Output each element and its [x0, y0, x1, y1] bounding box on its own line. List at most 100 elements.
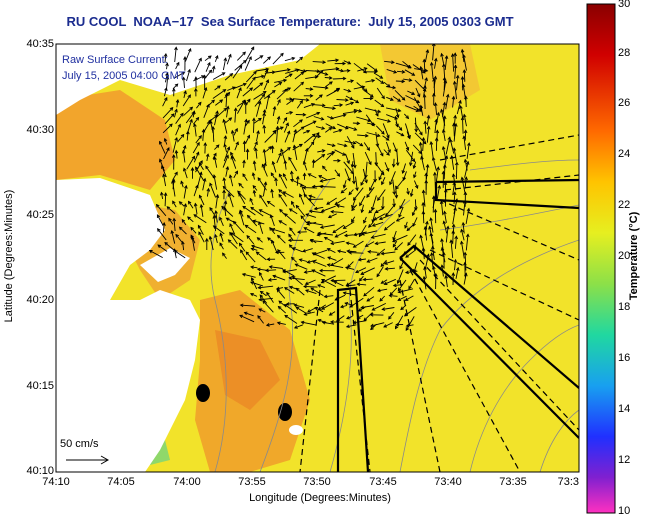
current-vector-head: [174, 136, 178, 141]
current-vector: [395, 177, 406, 190]
current-vector-head: [267, 237, 271, 241]
current-vector-head: [352, 197, 357, 201]
current-vector: [363, 142, 370, 151]
current-vector-head: [342, 113, 347, 118]
current-vector: [196, 172, 202, 188]
current-vector-head: [285, 122, 289, 127]
current-vector: [163, 147, 170, 160]
current-vector-head: [205, 165, 209, 170]
current-vector: [255, 148, 258, 159]
current-vector-head: [414, 185, 419, 189]
current-vector-head: [238, 182, 242, 187]
current-vector: [410, 189, 414, 197]
current-vector: [344, 302, 354, 306]
current-vector-head: [252, 189, 257, 194]
current-vector: [292, 247, 303, 253]
current-vector-head: [302, 160, 307, 165]
current-vector: [363, 216, 367, 224]
current-vector-head: [429, 61, 434, 66]
current-vector-head: [360, 232, 365, 236]
current-vector: [302, 130, 310, 134]
current-vector: [190, 227, 197, 234]
current-vector: [183, 77, 185, 88]
current-vector-head: [373, 217, 378, 221]
current-vector: [157, 228, 167, 241]
current-vector: [278, 306, 287, 314]
current-vector-head: [357, 308, 362, 312]
current-vector: [325, 123, 336, 129]
current-vector-head: [395, 218, 400, 222]
current-vector-head: [425, 163, 430, 168]
current-vector: [228, 193, 234, 208]
current-vector: [372, 221, 384, 227]
current-vector: [432, 157, 437, 172]
current-vector: [224, 117, 232, 124]
current-vector: [464, 177, 467, 189]
current-vector-head: [349, 304, 354, 308]
current-vector-head: [242, 173, 246, 178]
current-vector: [177, 134, 185, 143]
current-vector: [236, 51, 246, 61]
current-vector: [422, 137, 425, 152]
current-vector-head: [290, 98, 295, 103]
current-vector-head: [441, 145, 446, 150]
current-vector: [398, 206, 404, 218]
current-vector-head: [412, 222, 416, 227]
current-vector-head: [266, 291, 270, 296]
current-vector-head: [340, 304, 344, 309]
current-vector: [453, 123, 457, 142]
current-vector-head: [381, 307, 386, 311]
current-vector: [382, 135, 390, 141]
current-vector-head: [201, 128, 206, 133]
current-vector: [234, 108, 237, 123]
current-vector: [260, 291, 267, 297]
current-vector-head: [371, 223, 376, 227]
current-vector-head: [392, 239, 396, 243]
colorbar-tick: 20: [618, 250, 631, 262]
current-vector: [294, 71, 304, 80]
current-vector: [196, 102, 202, 109]
current-vector: [380, 259, 387, 267]
current-vector: [198, 225, 204, 236]
current-vector-head: [332, 125, 337, 130]
current-vector-head: [394, 116, 399, 120]
current-vector-head: [342, 291, 347, 295]
current-vector-head: [272, 130, 277, 135]
current-vector-head: [405, 327, 410, 331]
colorbar-tick: 14: [618, 403, 631, 415]
current-vector-head: [292, 144, 297, 149]
current-vector: [376, 266, 384, 277]
current-vector-head: [317, 284, 321, 288]
current-vector: [222, 252, 227, 259]
current-vector: [463, 200, 466, 216]
current-vector: [345, 102, 354, 106]
current-vector-head: [228, 53, 232, 58]
current-vector: [320, 224, 335, 229]
current-vector: [295, 306, 307, 314]
current-vector-head: [404, 270, 409, 275]
current-vector-head: [350, 79, 355, 83]
current-vector: [282, 269, 295, 277]
current-vector: [221, 206, 234, 217]
current-vector: [451, 155, 455, 170]
ytick-label: 40:20: [26, 294, 54, 306]
current-vector-head: [425, 49, 430, 53]
current-vector-head: [411, 212, 416, 217]
current-vector: [412, 217, 418, 227]
current-vector-head: [368, 161, 372, 166]
current-vector-head: [422, 88, 427, 92]
current-vector: [172, 200, 177, 208]
current-vector-head: [215, 55, 219, 59]
current-vector-head: [202, 177, 207, 182]
current-vector: [440, 201, 444, 216]
current-vector-head: [223, 200, 228, 205]
current-vector: [305, 213, 317, 218]
current-vector: [407, 188, 409, 195]
current-vector-head: [168, 217, 172, 222]
current-vector: [302, 248, 313, 252]
current-vector: [386, 96, 394, 101]
current-vector-head: [335, 204, 340, 208]
current-vector-head: [401, 96, 406, 101]
current-vector: [223, 177, 226, 187]
current-vector: [334, 149, 346, 156]
